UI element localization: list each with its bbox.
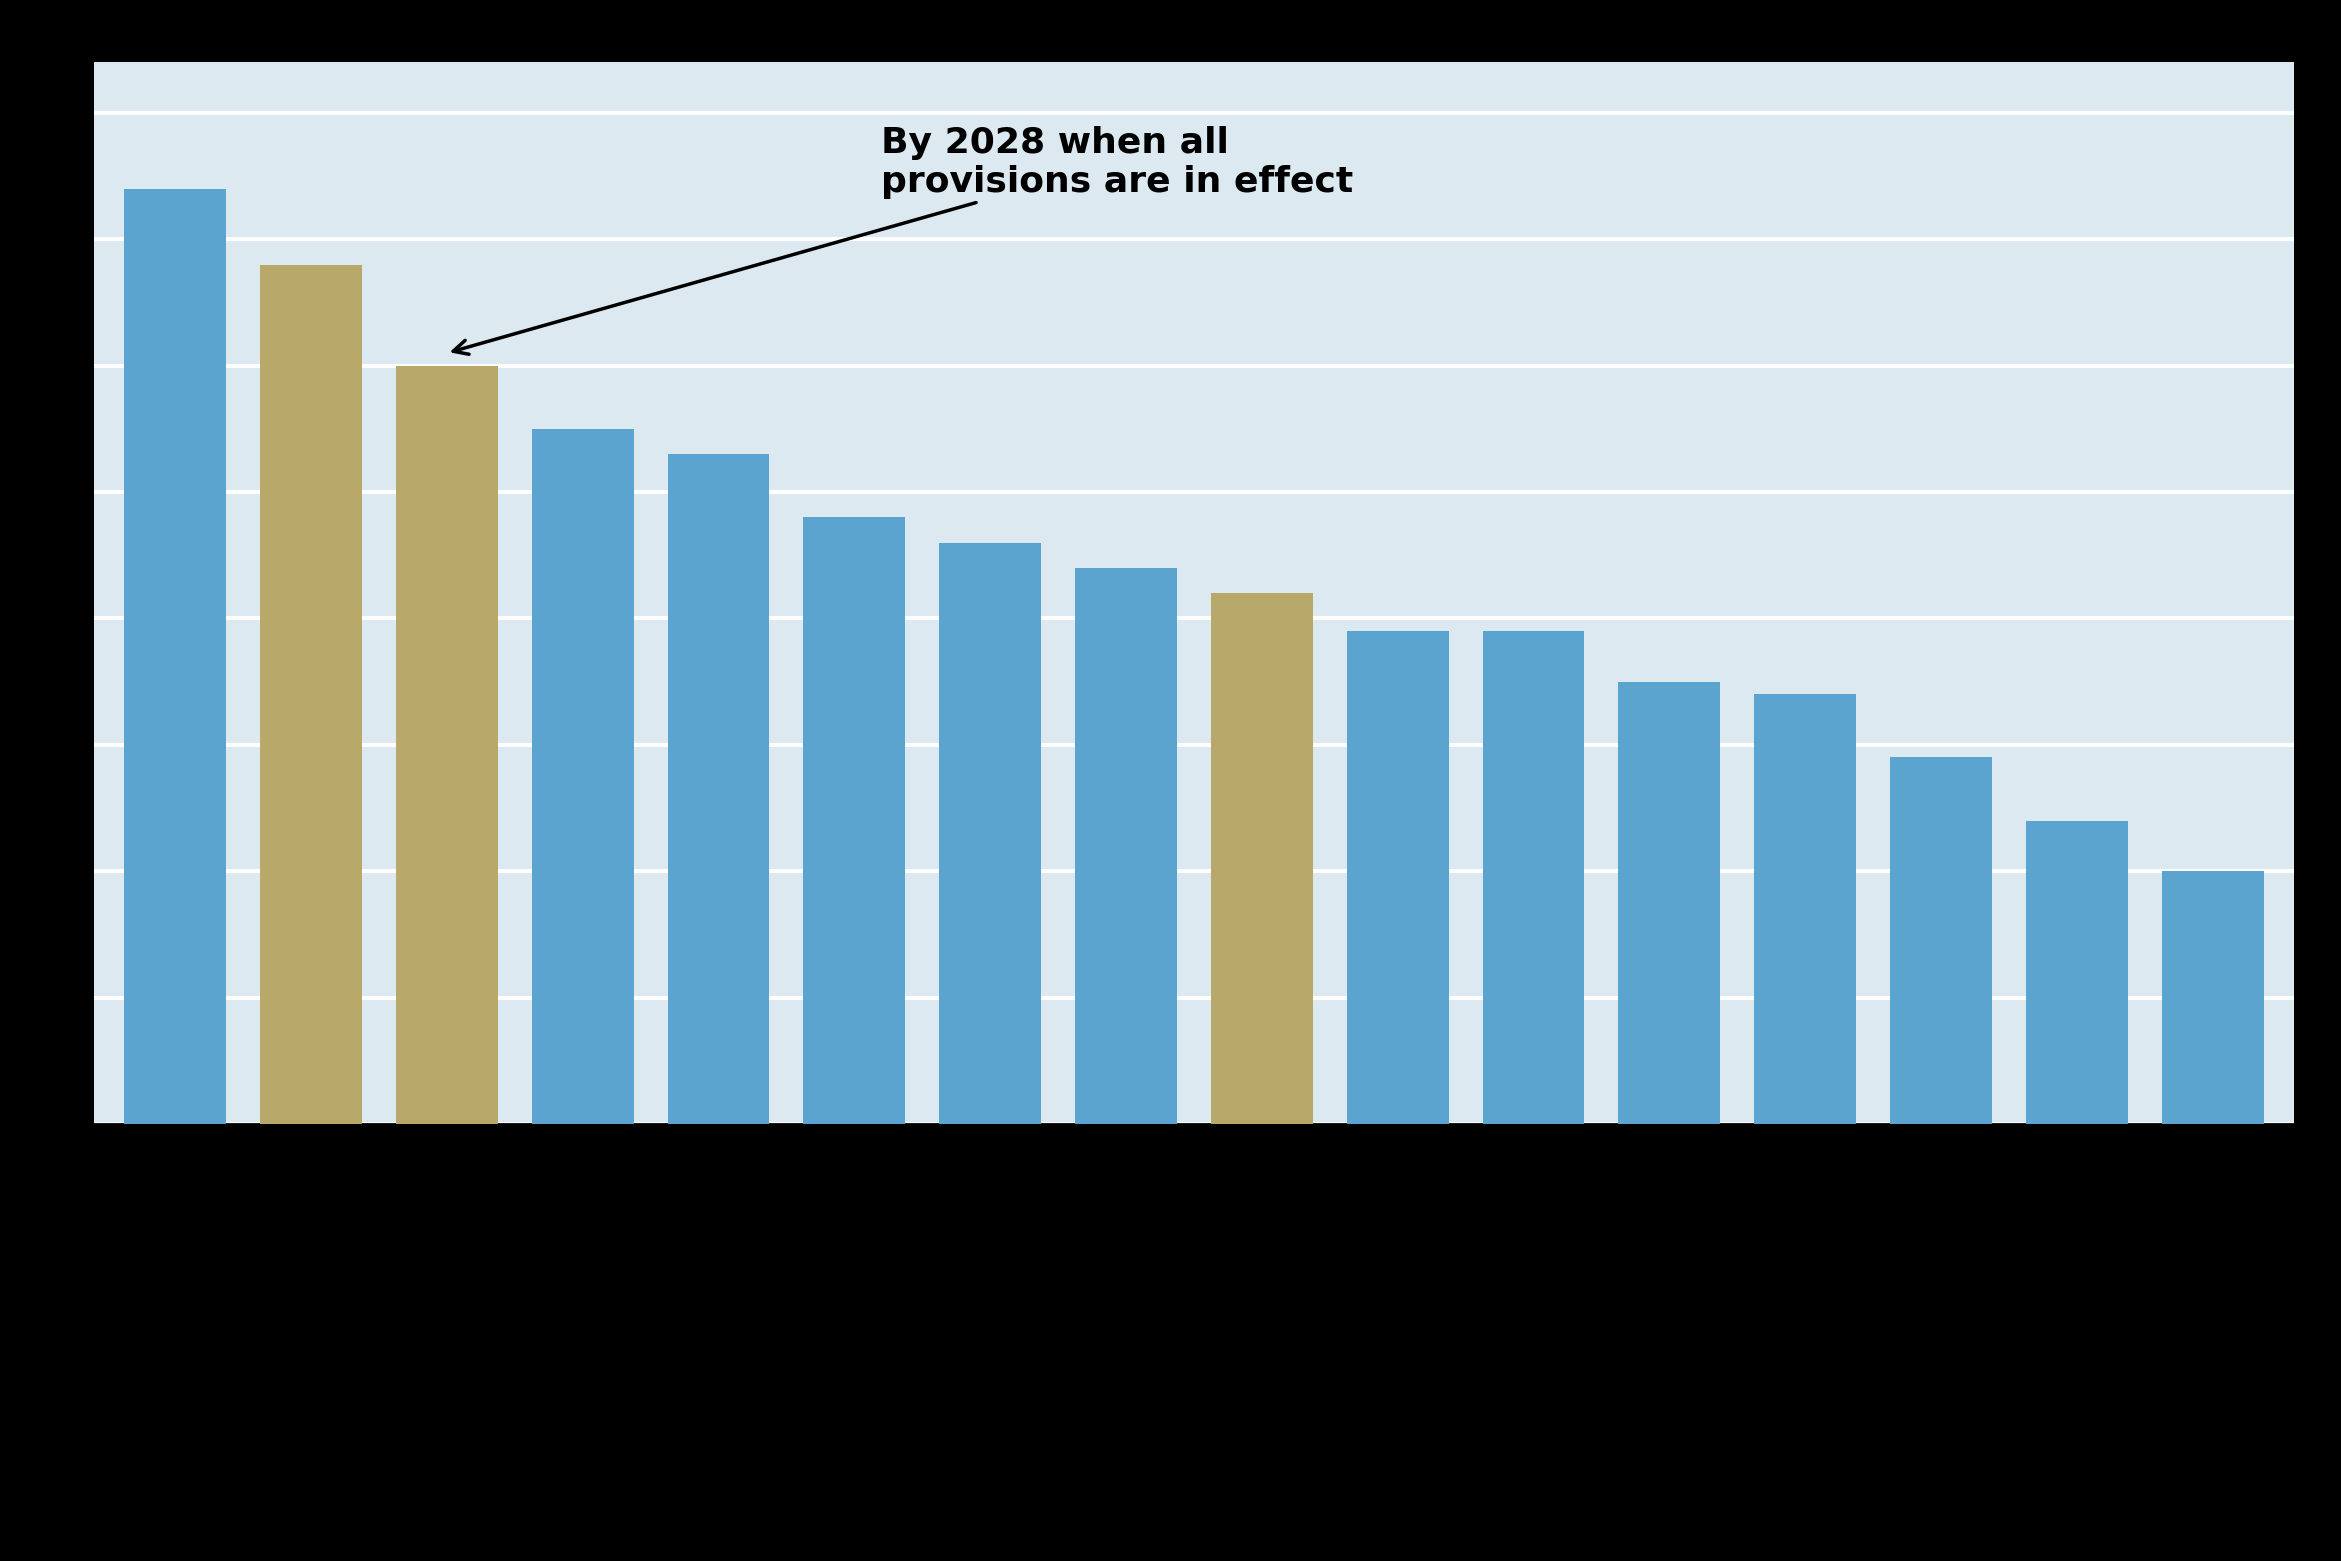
Bar — [2161, 871, 2264, 1124]
Bar — [260, 265, 363, 1124]
Bar — [531, 429, 634, 1124]
Bar — [1210, 593, 1313, 1124]
Bar — [1346, 631, 1449, 1124]
Bar — [803, 517, 906, 1124]
Bar — [1482, 631, 1585, 1124]
Text: By 2028 when all
provisions are in effect: By 2028 when all provisions are in effec… — [454, 125, 1353, 354]
Bar — [1889, 757, 1992, 1124]
Bar — [939, 543, 1042, 1124]
Bar — [124, 189, 227, 1124]
Bar — [1618, 682, 1721, 1124]
Bar — [667, 454, 770, 1124]
Bar — [1753, 695, 1856, 1124]
Bar — [396, 365, 499, 1124]
Bar — [1075, 568, 1178, 1124]
Bar — [2025, 821, 2128, 1124]
